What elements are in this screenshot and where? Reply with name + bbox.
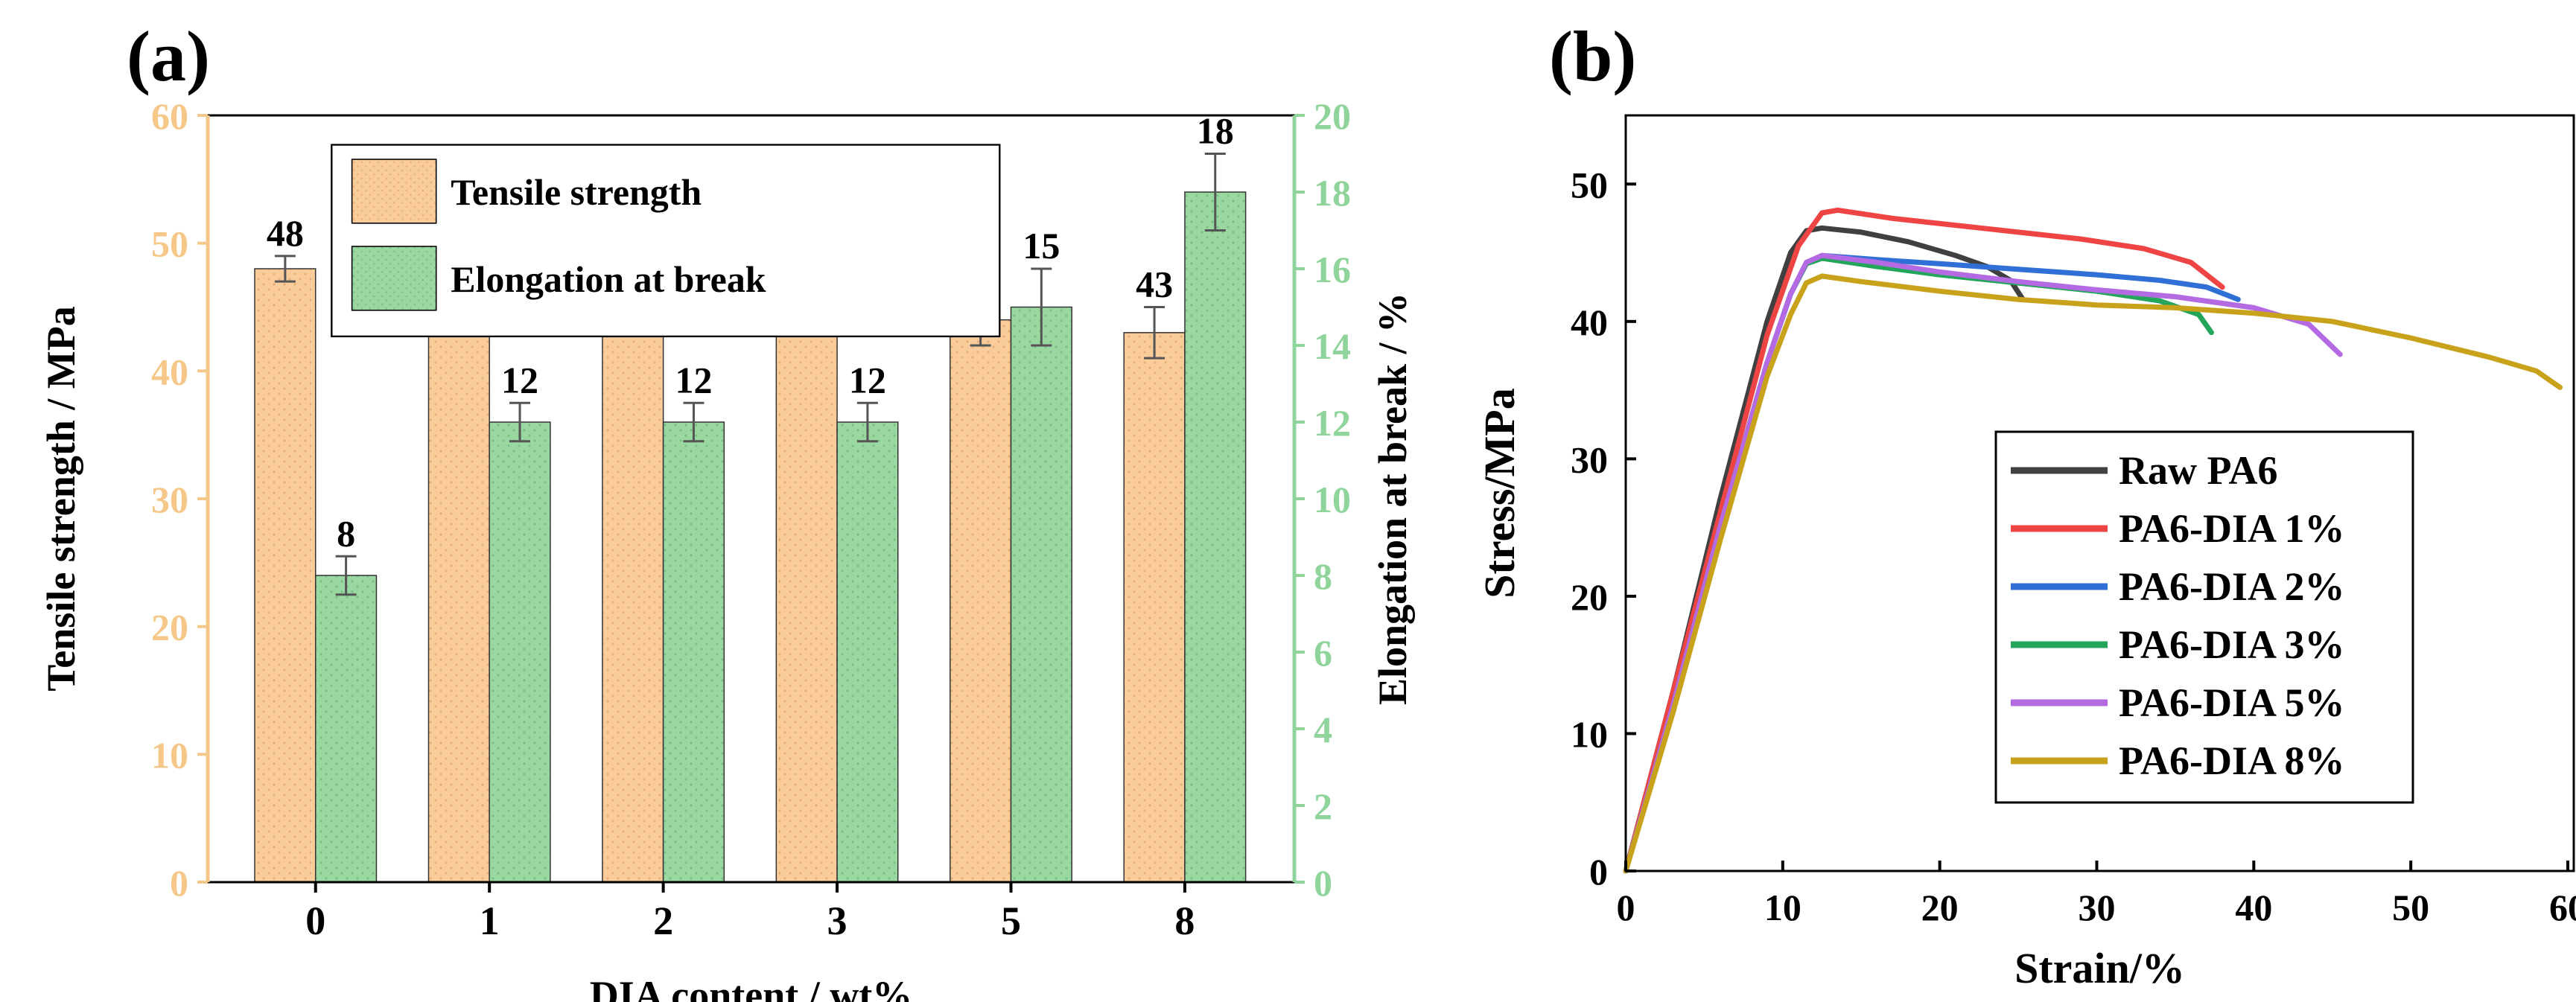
legend-label-b: PA6-DIA 5% (2119, 680, 2345, 725)
value-label-elongation: 8 (337, 512, 355, 554)
bar-elongation (314, 575, 378, 883)
bar-elongation (1010, 306, 1072, 883)
bar-tensile (775, 306, 838, 883)
curve-pa6-dia-8- (1623, 273, 2563, 874)
legend-b: Raw PA6 PA6-DIA 1% PA6-DIA 2% PA6-DIA 3% PA6… (1994, 430, 2414, 804)
y-tick-label-b: 40 (1571, 301, 1608, 343)
left-tick-label: 20 (151, 607, 188, 648)
right-tick-label: 14 (1314, 325, 1351, 367)
y-axis-label-left: Tensile strength / MPa (39, 306, 83, 692)
legend-swatch-tensile (351, 159, 437, 224)
bar-elongation (1184, 191, 1247, 883)
value-label-elongation: 18 (1197, 110, 1234, 152)
value-label-tensile: 48 (267, 212, 304, 254)
bar-elongation (836, 421, 899, 883)
legend-label-b: Raw PA6 (2119, 448, 2277, 493)
bar-tensile (1123, 332, 1186, 883)
legend-label-b: PA6-DIA 3% (2119, 622, 2345, 667)
left-tick-label: 60 (151, 95, 188, 137)
y-tick-label-b: 30 (1571, 438, 1608, 480)
legend-box (331, 144, 1001, 338)
x-axis-label-a: DIA content / wt% (590, 973, 912, 1002)
x-axis-label-b: Strain/% (2014, 944, 2185, 992)
bars-group (254, 191, 1247, 883)
bar-tensile (254, 268, 317, 883)
x-tick-label-b: 10 (1764, 887, 1801, 928)
y-tick-label-b: 10 (1571, 713, 1608, 755)
x-axis-ticks: 0 1 2 3 5 8 (305, 882, 1195, 943)
legend-label-tensile: Tensile strength (451, 172, 702, 213)
x-tick-label-b: 50 (2392, 887, 2429, 928)
value-label-elongation: 12 (675, 359, 712, 401)
right-tick-label: 10 (1314, 479, 1351, 520)
bar-tensile (950, 319, 1012, 883)
legend-label-b: PA6-DIA 1% (2119, 506, 2345, 551)
x-tick-label-b: 40 (2235, 887, 2272, 928)
curve-raw-pa6 (1623, 225, 2026, 874)
panel-a: (a) 48484545444381212121518 010203040506… (39, 16, 1415, 1002)
x-axis-ticks-b: 0 10 20 30 40 50 60 (1617, 861, 2576, 928)
stress-strain-curves (1623, 207, 2563, 874)
panel-label-a: (a) (127, 16, 210, 96)
right-tick-label: 18 (1314, 172, 1351, 214)
legend-a: Tensile strength Elongation at break (331, 144, 1001, 338)
left-tick-label: 50 (151, 223, 188, 265)
bar-elongation (662, 421, 725, 883)
x-tick-label-b: 30 (2079, 887, 2116, 928)
value-label-elongation: 15 (1023, 225, 1060, 267)
x-tick-label-b: 60 (2549, 887, 2576, 928)
legend-label-elongation: Elongation at break (451, 259, 766, 300)
right-tick-label: 16 (1314, 249, 1351, 290)
value-label-tensile: 43 (1136, 264, 1173, 305)
panel-b: (b) 0 10 20 30 40 50 60 0 10 20 30 40 50 Strain/% S… (1475, 16, 2576, 992)
left-tick-label: 40 (151, 351, 188, 392)
value-label-elongation: 12 (849, 359, 886, 401)
legend-swatch-elongation (351, 246, 437, 311)
bar-tensile (602, 306, 664, 883)
curve-pa6-dia-1- (1623, 207, 2225, 874)
x-tick-label: 0 (305, 899, 325, 943)
right-tick-label: 12 (1314, 402, 1351, 444)
left-tick-label: 30 (151, 479, 188, 520)
y-axis-label-right: Elongation at break / % (1370, 293, 1415, 705)
right-tick-label: 8 (1314, 555, 1332, 597)
right-tick-label: 4 (1314, 709, 1332, 750)
y-tick-label-b: 0 (1589, 851, 1608, 893)
right-tick-label: 2 (1314, 785, 1332, 827)
right-tick-label: 6 (1314, 632, 1332, 674)
left-axis-ticks: 0 10 20 30 40 50 60 (151, 95, 208, 904)
right-tick-label: 0 (1314, 862, 1332, 904)
y-tick-label-b: 50 (1571, 164, 1608, 205)
x-tick-label-b: 20 (1921, 887, 1959, 928)
bar-elongation (489, 421, 551, 883)
x-tick-label: 1 (480, 899, 500, 943)
left-tick-label: 10 (151, 734, 188, 776)
legend-label-b: PA6-DIA 8% (2119, 738, 2345, 783)
plot-frame-b (1624, 114, 2575, 872)
y-axis-ticks-b: 0 10 20 30 40 50 (1571, 164, 1636, 893)
x-tick-label-b: 0 (1617, 887, 1635, 928)
panel-label-b: (b) (1549, 16, 1636, 96)
x-tick-label: 3 (827, 899, 847, 943)
curve-pa6-dia-5- (1623, 252, 2343, 874)
legend-label-b: PA6-DIA 2% (2119, 564, 2345, 609)
right-axis-ticks: 0 2 4 6 8 10 12 14 16 18 20 (1294, 95, 1351, 904)
y-tick-label-b: 20 (1571, 576, 1608, 618)
right-tick-label: 20 (1314, 95, 1351, 137)
legend-box-b (1994, 430, 2414, 804)
x-tick-label: 8 (1174, 899, 1195, 943)
bar-tensile (427, 268, 490, 883)
left-tick-label: 0 (170, 862, 188, 904)
value-label-elongation: 12 (501, 359, 538, 401)
x-tick-label: 2 (653, 899, 673, 943)
y-axis-label-b: Stress/MPa (1475, 388, 1524, 598)
x-tick-label: 5 (1001, 899, 1021, 943)
